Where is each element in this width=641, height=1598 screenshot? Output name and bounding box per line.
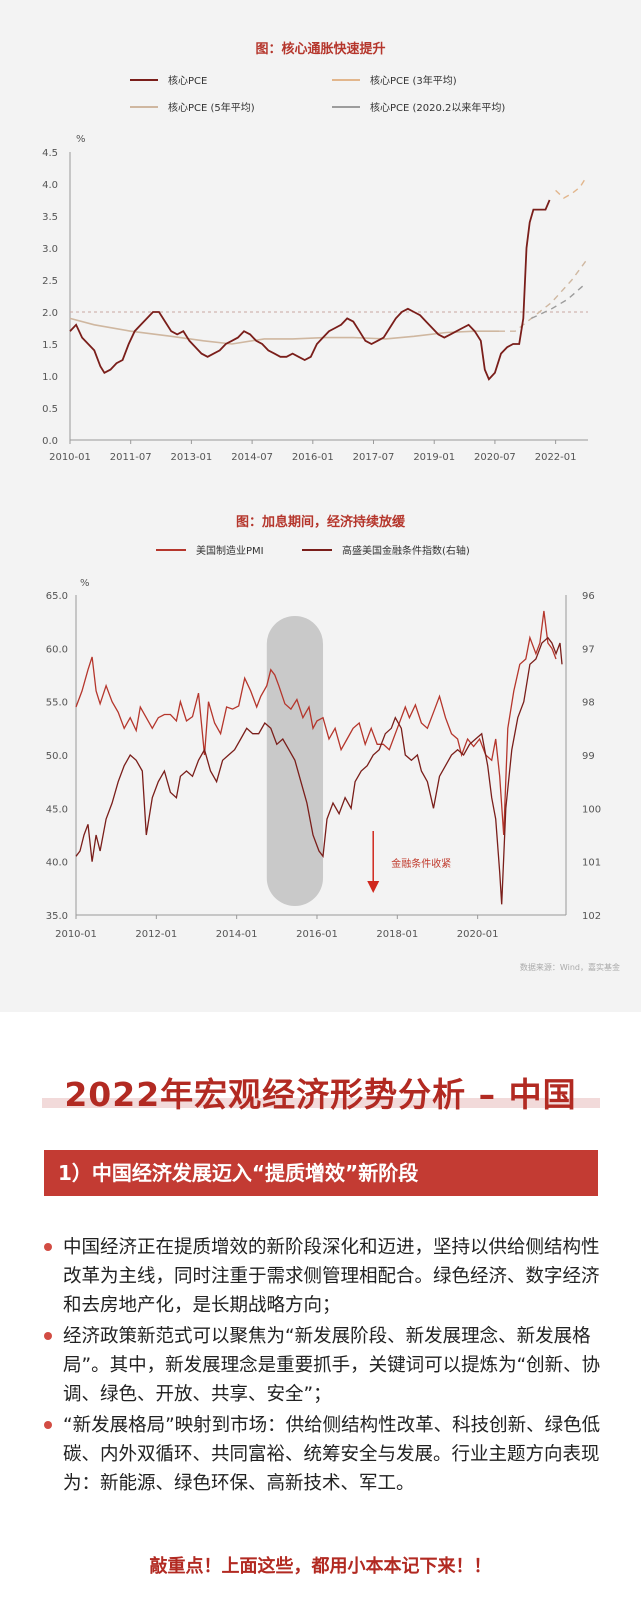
x-tick-label: 2017-07 <box>353 452 395 463</box>
y-axis-label: % <box>80 578 90 589</box>
x-tick-label: 2020-01 <box>457 929 499 940</box>
section-title: 1）中国经济发展迈入“提质增效”新阶段 <box>44 1150 598 1196</box>
y-tick-label: 4.0 <box>42 180 58 191</box>
y-tick-label: 3.5 <box>42 212 58 223</box>
source-note: 数据来源：Wind，嘉实基金 <box>520 962 620 972</box>
x-tick-label: 2010-01 <box>49 452 91 463</box>
bullet-text: 经济政策新范式可以聚焦为“新发展阶段、新发展理念、新发展格局”。其中，新发展理念… <box>63 1326 601 1405</box>
x-tick-label: 2016-01 <box>296 929 338 940</box>
y2-tick-label: 102 <box>582 911 601 922</box>
y2-tick-label: 100 <box>582 804 601 815</box>
legend-label: 核心PCE (2020.2以来年平均) <box>370 101 505 114</box>
x-tick-label: 2014-07 <box>231 452 273 463</box>
y-tick-label: 65.0 <box>46 591 68 602</box>
heading-underline <box>42 1098 600 1108</box>
x-tick-label: 2010-01 <box>55 929 97 940</box>
series-line-dashed <box>499 260 587 332</box>
x-tick-label: 2019-01 <box>413 452 455 463</box>
x-tick-label: 2020-07 <box>474 452 516 463</box>
y-tick-label: 1.5 <box>42 340 58 351</box>
x-tick-label: 2018-01 <box>376 929 418 940</box>
footer-note: 敲重点！上面这些，都用小本本记下来！！ <box>149 1556 492 1577</box>
series-line <box>75 636 563 905</box>
y2-tick-label: 96 <box>582 591 595 602</box>
series-line-dashed <box>555 177 587 199</box>
y-tick-label: 2.5 <box>42 276 58 287</box>
y-tick-label: 55.0 <box>46 698 68 709</box>
annotation-arrowhead-icon <box>367 881 380 893</box>
bullet-item: 中国经济正在提质增效的新阶段深化和迈进，坚持以供给侧结构性改革为主线，同时注重于… <box>44 1233 604 1320</box>
legend-label: 核心PCE (3年平均) <box>370 74 457 87</box>
y-tick-label: 1.0 <box>42 372 58 383</box>
series-line <box>69 317 499 345</box>
y-tick-label: 3.0 <box>42 244 58 255</box>
legend-label: 核心PCE (5年平均) <box>168 101 255 114</box>
chart1-svg: 核心PCE 核心PCE (3年平均) 核心PCE (5年平均) 核心PCE (2020… <box>42 74 588 463</box>
chart2-title: 图：加息期间，经济持续放缓 <box>235 515 405 530</box>
x-tick-label: 2013-01 <box>171 452 213 463</box>
bullet-dot-icon <box>44 1332 52 1340</box>
y-tick-label: 40.0 <box>46 858 68 869</box>
series-line-dashed <box>531 282 587 320</box>
article-heading: 2022年宏观经济形势分析 – 中国 <box>64 1075 577 1114</box>
series-line <box>69 199 551 381</box>
y-tick-label: 4.5 <box>42 148 58 159</box>
y-tick-label: 0.5 <box>42 404 58 415</box>
annotation-label: 金融条件收紧 <box>391 857 451 870</box>
y2-tick-label: 98 <box>582 698 595 709</box>
series-line <box>75 610 557 836</box>
bullet-item: “新发展格局”映射到市场：供给侧结构性改革、科技创新、绿色低碳、内外双循环、共同… <box>44 1411 604 1498</box>
chart2-svg: 美国制造业PMI 高盛美国金融条件指数(右轴)% 35.0 40.0 45.0 50.0 5… <box>46 544 620 972</box>
y-tick-label: 0.0 <box>42 436 58 447</box>
legend-label: 高盛美国金融条件指数(右轴) <box>342 544 470 557</box>
y-tick-label: 50.0 <box>46 751 68 762</box>
y-tick-label: 60.0 <box>46 644 68 655</box>
bullet-dot-icon <box>44 1421 52 1429</box>
legend-label: 美国制造业PMI <box>196 544 264 557</box>
y2-tick-label: 99 <box>582 751 595 762</box>
x-tick-label: 2016-01 <box>292 452 334 463</box>
chart-panel: 图：核心通胀快速提升 核心PCE 核心PCE (3年平均) 核心PCE (5年平均)… <box>0 0 641 1012</box>
y-tick-label: 2.0 <box>42 308 58 319</box>
legend-label: 核心PCE <box>168 74 207 87</box>
chart1-title: 图：核心通胀快速提升 <box>255 42 386 57</box>
y2-tick-label: 97 <box>582 644 595 655</box>
y-axis-label: % <box>76 134 86 145</box>
bullet-dot-icon <box>44 1243 52 1251</box>
x-tick-label: 2011-07 <box>110 452 152 463</box>
y-tick-label: 35.0 <box>46 911 68 922</box>
y-tick-label: 45.0 <box>46 804 68 815</box>
x-tick-label: 2014-01 <box>216 929 258 940</box>
y2-tick-label: 101 <box>582 858 601 869</box>
bullet-text: 中国经济正在提质增效的新阶段深化和迈进，坚持以供给侧结构性改革为主线，同时注重于… <box>63 1237 600 1316</box>
bullet-text: “新发展格局”映射到市场：供给侧结构性改革、科技创新、绿色低碳、内外双循环、共同… <box>63 1415 601 1494</box>
x-tick-label: 2022-01 <box>535 452 577 463</box>
bullet-item: 经济政策新范式可以聚焦为“新发展阶段、新发展理念、新发展格局”。其中，新发展理念… <box>44 1322 604 1409</box>
x-tick-label: 2012-01 <box>135 929 177 940</box>
bullet-list: 中国经济正在提质增效的新阶段深化和迈进，坚持以供给侧结构性改革为主线，同时注重于… <box>44 1233 604 1500</box>
